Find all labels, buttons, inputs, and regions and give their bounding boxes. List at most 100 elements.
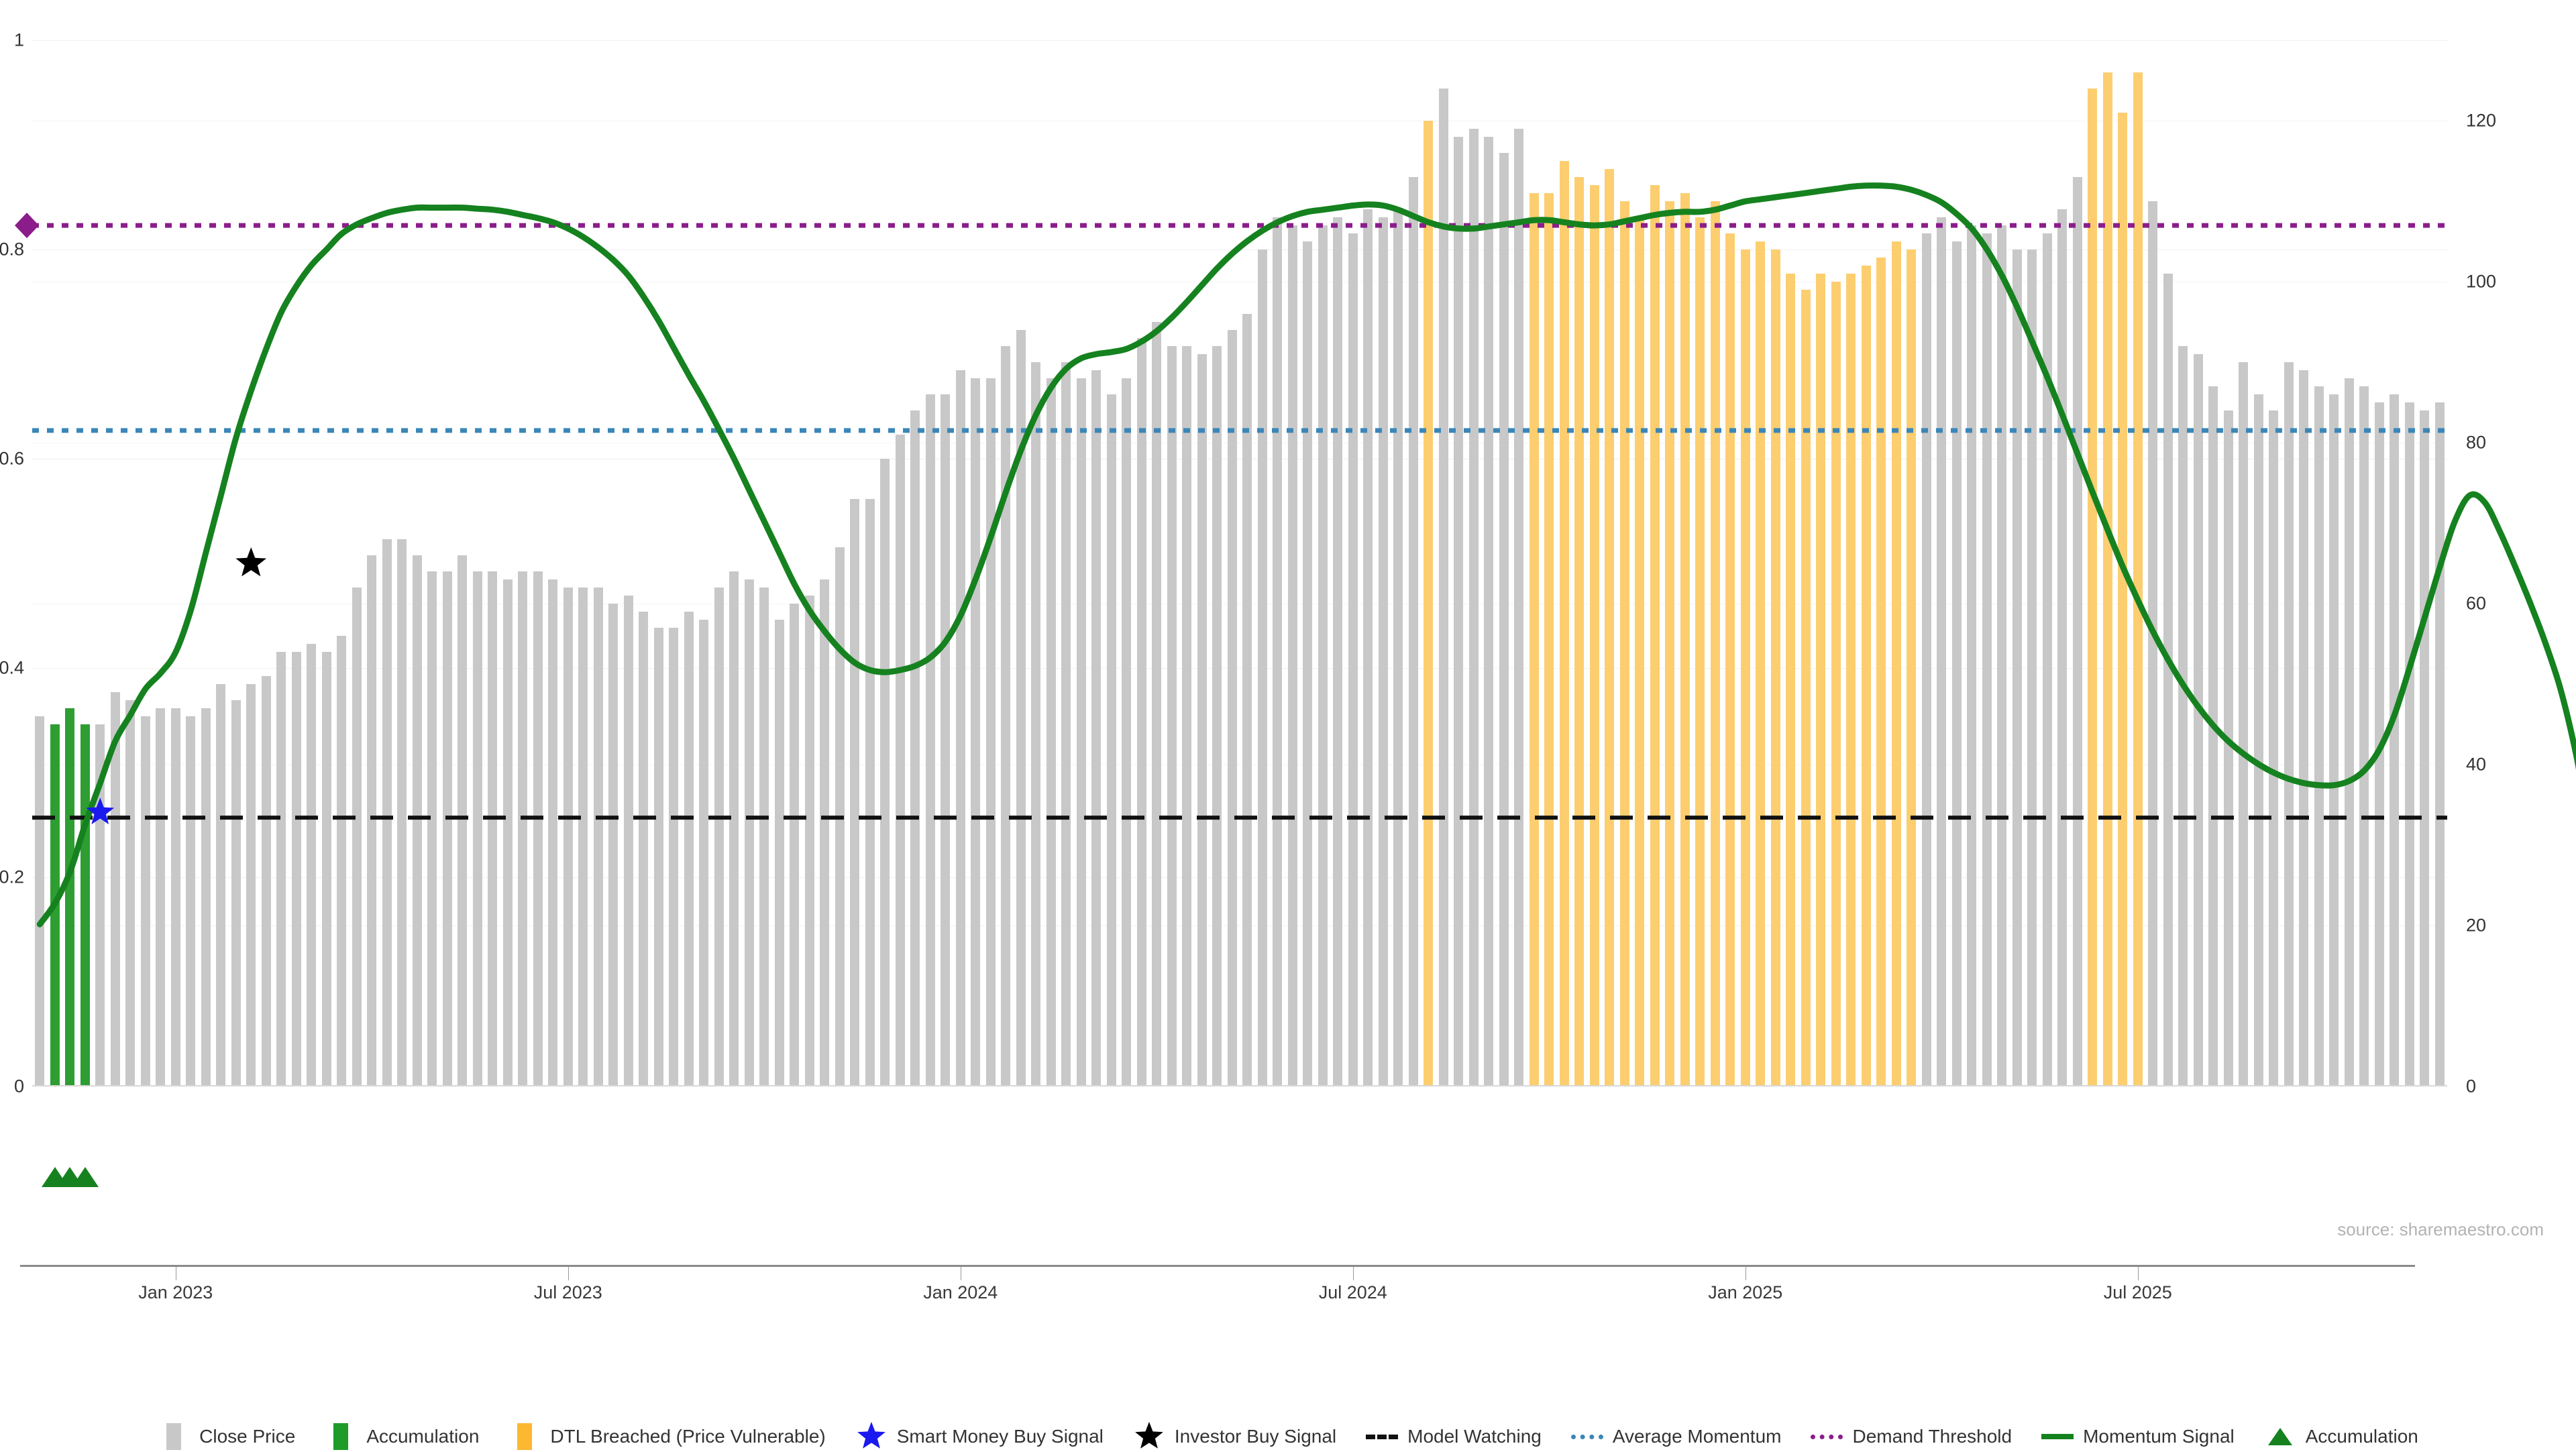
price-bar [548,579,558,1086]
x-axis-tick [2137,1267,2139,1280]
price-bar [2314,386,2324,1086]
price-bar [910,410,920,1086]
legend-item[interactable]: Close Price [158,1423,295,1450]
price-bar [1891,241,1901,1086]
legend-color-swatch [166,1423,182,1450]
price-bar [1273,217,1283,1086]
price-bar [412,555,422,1086]
price-bar [2239,362,2249,1086]
legend-item[interactable]: Investor Buy Signal [1133,1422,1336,1450]
y-axis-left-tick-label: 0.6 [0,448,24,469]
legend-color-swatch [508,1423,541,1450]
y-axis-right-tick-label: 40 [2466,754,2487,775]
price-bar [261,676,271,1086]
price-bar [1695,217,1705,1086]
price-bar [1212,346,1222,1086]
star-icon [857,1422,885,1449]
price-bar [1514,129,1524,1086]
accumulation-triangle-icon [71,1167,99,1187]
price-bar [608,604,619,1086]
price-bar [1816,274,1826,1086]
price-bar [729,571,739,1086]
price-bar [1665,201,1675,1086]
price-bar [488,571,498,1086]
x-axis-tick-label: Jan 2025 [1708,1282,1783,1302]
price-bar [623,596,633,1086]
price-bar [1997,225,2007,1086]
legend-item[interactable]: Accumulation [2264,1423,2418,1450]
price-bar [1589,185,1599,1086]
price-bar [2102,72,2112,1086]
price-bar [2269,410,2279,1086]
price-bar [1831,282,1841,1086]
price-bar [1424,121,1434,1086]
price-bar [563,588,573,1086]
price-bar [2208,386,2218,1086]
price-bar [2042,233,2052,1086]
price-bar [971,378,981,1086]
chart-legend: Close Price Accumulation DTL Breached (Pri… [0,1422,2576,1450]
legend-item[interactable]: Momentum Signal [2041,1423,2235,1450]
price-bar [2299,370,2309,1086]
gridline [32,40,2447,41]
price-bar [2404,402,2414,1086]
price-bar [1061,362,1071,1086]
legend-item[interactable]: Smart Money Buy Signal [855,1422,1104,1450]
marker-smart-money-buy-signal [86,797,115,825]
legend-item[interactable]: Accumulation [325,1423,479,1450]
price-bar [2148,201,2158,1086]
x-axis-line [20,1265,2415,1267]
price-bar [790,604,800,1086]
price-bar [669,628,679,1086]
price-bar [2163,274,2173,1086]
price-bar [1756,241,1766,1086]
price-bar [1529,193,1539,1086]
price-bar [1318,225,1328,1086]
price-bar [941,394,951,1086]
price-bar [2088,89,2098,1086]
price-bar [352,588,362,1086]
price-bar [1348,233,1358,1086]
marker-investor-buy-signal [235,547,267,577]
legend-color-swatch [325,1423,357,1450]
price-bar [1333,217,1343,1086]
legend-label: Smart Money Buy Signal [896,1426,1104,1447]
price-bar [201,708,211,1086]
price-bar [1001,346,1011,1086]
price-bar [1454,137,1464,1086]
legend-item[interactable]: Demand Threshold [1811,1423,2012,1450]
price-bar [639,612,649,1086]
price-bar [2344,378,2354,1086]
price-bar [2420,410,2430,1086]
price-bar [1937,217,1947,1086]
price-bar [125,700,136,1086]
price-bar [65,708,75,1086]
legend-color-swatch [517,1423,533,1450]
price-bar [1544,193,1554,1086]
legend-item[interactable]: DTL Breached (Price Vulnerable) [508,1423,826,1450]
y-axis-left-tick-label: 0.2 [0,867,24,887]
price-bar [1846,274,1856,1086]
price-bar [35,716,45,1086]
price-bar [1725,233,1735,1086]
legend-label: Average Momentum [1612,1426,1782,1447]
price-bar [2253,394,2263,1086]
gridline [32,668,2447,669]
price-bar [1303,241,1313,1086]
price-bar [1182,346,1192,1086]
price-bar [684,612,694,1086]
price-bar [955,370,965,1086]
price-bar [156,708,166,1086]
legend-item[interactable]: Average Momentum [1570,1423,1782,1450]
momentum-signal-line [36,182,2576,928]
price-bar [1770,249,1780,1086]
price-bar [1499,153,1509,1086]
dotted-line-icon [1570,1423,1603,1450]
price-bar [653,628,663,1086]
price-bar [1635,217,1645,1086]
price-bar [1287,225,1297,1086]
price-bar [367,555,377,1086]
price-bar [337,636,347,1086]
legend-item[interactable]: Model Watching [1366,1423,1542,1450]
price-bar [1740,249,1750,1086]
